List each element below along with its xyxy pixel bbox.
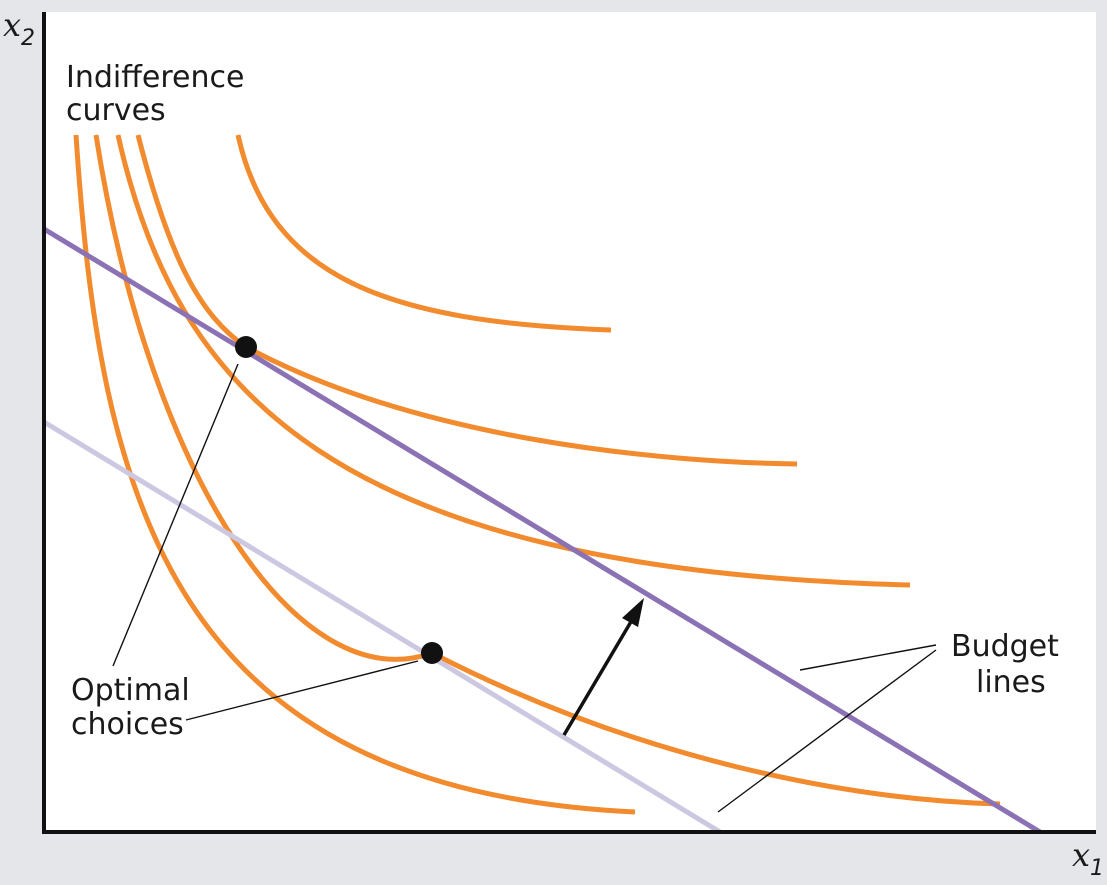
- budget-lines: [42, 226, 1042, 835]
- indifference-curves-label-line1: Indifference: [66, 60, 244, 95]
- x-axis-label: x1: [1072, 836, 1104, 881]
- optimal-point-low: [421, 642, 443, 664]
- optimal-choices-label-line2: choices: [71, 707, 184, 742]
- indifference-curve-4: [135, 134, 798, 467]
- plot-area: [44, 12, 1096, 832]
- leader-optimal-upper: [112, 363, 239, 667]
- optimal-point-high: [235, 336, 257, 358]
- x-axis-variable: x: [1072, 836, 1090, 874]
- optimal-points: [235, 336, 443, 664]
- budget-line-old: [42, 419, 722, 835]
- x-axis-subscript: 1: [1090, 856, 1104, 881]
- y-axis-variable: x: [3, 6, 21, 44]
- y-axis-subscript: 2: [21, 26, 35, 51]
- optimal-choices-label-line1: Optimal: [71, 673, 190, 708]
- indifference-curve-3: [115, 134, 911, 588]
- leader-budget-new: [799, 644, 937, 671]
- indifference-curve-1: [73, 134, 636, 815]
- shift-arrow-shaft: [562, 619, 634, 736]
- leader-optimal-lower: [185, 660, 419, 721]
- indifference-curve-5: [235, 134, 612, 333]
- budget-lines-label-line2: lines: [976, 665, 1046, 700]
- leader-lines: [112, 363, 937, 813]
- indifference-curves-label-line2: curves: [66, 93, 166, 128]
- budget-shift-arrow: [562, 598, 644, 736]
- y-axis-label: x2: [3, 6, 35, 51]
- leader-budget-old: [717, 649, 937, 813]
- budget-lines-label-line1: Budget: [951, 629, 1059, 664]
- axes: [42, 12, 1096, 834]
- budget-line-new: [42, 226, 1042, 835]
- shift-arrow-head: [622, 598, 644, 627]
